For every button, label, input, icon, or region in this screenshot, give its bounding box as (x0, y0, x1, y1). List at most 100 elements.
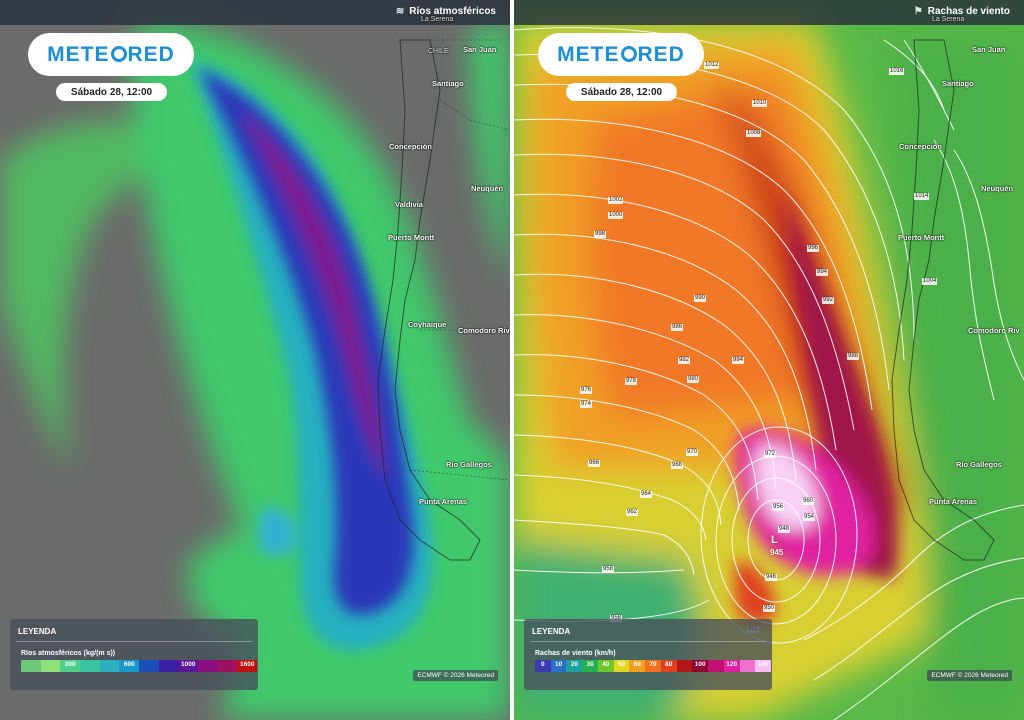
legend-swatch-label: 60 (633, 661, 641, 668)
legend-swatch: 100 (692, 660, 709, 672)
isobar-label: 988 (847, 353, 860, 360)
legend-divider (530, 641, 766, 642)
legend-swatch-label: 50 (617, 661, 626, 668)
isobar-label: 950 (763, 605, 776, 612)
isobar-label: 998 (594, 231, 607, 238)
legend-swatch-label: 0 (541, 661, 545, 668)
meteored-logo[interactable]: METE RED (538, 33, 704, 76)
legend-swatch-label: 300 (64, 661, 76, 668)
legend-swatch: 70 (645, 660, 661, 672)
legend-swatch (708, 660, 724, 672)
logo-text: METE RED (557, 42, 685, 66)
top-bar (0, 0, 510, 25)
legend-swatch: 300 (60, 660, 81, 672)
legend-swatch-label: 40 (602, 661, 610, 668)
isobar-label: 968 (671, 462, 684, 469)
legend-swatch (21, 660, 41, 672)
isobar-label: 958 (610, 615, 623, 622)
city-label: Comodoro Riv (458, 326, 510, 335)
city-label: Concepción (389, 142, 432, 151)
legend-swatch: 1600 (237, 660, 258, 672)
wind-gusts-map-panel[interactable]: ⚑ Rachas de viento METE RED Sábado 28, 12… (514, 0, 1024, 720)
city-label: Concepción (899, 142, 942, 151)
legend-variable: Rachas de viento (km/h) (535, 650, 616, 657)
legend-swatch-label: 1600 (239, 661, 255, 668)
city-label: San Juan (972, 45, 1006, 54)
legend-swatch: 10 (550, 660, 567, 672)
city-label: Puerto Montt (388, 233, 435, 242)
legend-swatch-label: 30 (586, 661, 594, 668)
layer-title[interactable]: ⚑ Rachas de viento (914, 6, 1010, 17)
legend-swatch (158, 660, 179, 672)
isobar-label: 980 (687, 376, 700, 383)
legend-swatch (739, 660, 756, 672)
legend-swatch (80, 660, 100, 672)
legend-swatch (40, 660, 61, 672)
legend-swatch: 50 (613, 660, 630, 672)
isobar-label: 978 (625, 378, 638, 385)
logo-text: METE RED (47, 42, 175, 66)
date-label: Sábado 28, 12:00 (566, 83, 677, 101)
isobar-label: 964 (640, 491, 653, 498)
isobar-label: 1010 (752, 100, 768, 107)
isobar-label: 976 (580, 387, 593, 394)
city-label: Neuquén (981, 184, 1014, 193)
city-label: Santiago (432, 79, 464, 88)
legend-variable: Ríos atmosféricos (kg/(m s)) (21, 650, 116, 657)
legend-swatch (198, 660, 218, 672)
isobar-label: 1008 (746, 130, 762, 137)
city-label: San Juan (463, 45, 497, 54)
layer-title-label: Rachas de viento (927, 6, 1010, 17)
atmospheric-river-icon: ≋ (395, 6, 405, 17)
isobar-label: 960 (802, 498, 815, 505)
legend-swatch (217, 660, 238, 672)
isobar-label: 954 (803, 514, 816, 521)
city-label: Punta Arenas (929, 497, 978, 506)
city-label: Comodoro Riv (968, 326, 1020, 335)
legend-swatch-label: 100 (694, 661, 706, 668)
legend-swatch-label: 140 (757, 661, 769, 668)
city-label: La Serena (932, 16, 965, 23)
isobar-label: 948 (778, 526, 791, 533)
isobar-label: 958 (602, 566, 615, 573)
legend-color-scale: 0 10 20 30 40 50 60 70 80 100 120 140 (535, 660, 772, 672)
isobar-label: 1016 (889, 68, 905, 75)
city-label: Coyhaique (408, 320, 447, 329)
legend-swatch-label: 20 (570, 661, 578, 668)
city-label: Neuquén (471, 184, 504, 193)
isobar-label: 986 (671, 324, 684, 331)
city-label: Valdivia (395, 200, 423, 209)
isobar-label: 1012 (704, 62, 720, 69)
city-label: Punta Arenas (419, 497, 468, 506)
meteored-logo[interactable]: METE RED (28, 33, 194, 76)
legend-swatch-label: 70 (649, 661, 657, 668)
low-pressure-symbol: L (771, 534, 778, 546)
legend-panel[interactable]: LEYENDA Ríos atmosféricos (kg/(m s)) 300… (10, 619, 258, 690)
legend-swatch: 1000 (178, 660, 199, 672)
legend-swatch (99, 660, 120, 672)
legend-title: LEYENDA (532, 627, 571, 636)
legend-swatch: 120 (723, 660, 740, 672)
wind-flag-icon: ⚑ (913, 6, 923, 17)
city-label: Río Gallegos (446, 460, 492, 469)
wind-gusts-map (514, 0, 1024, 720)
isobar-label: 962 (626, 509, 639, 516)
legend-swatch: 0 (535, 660, 551, 672)
legend-swatch-label: 1000 (180, 661, 196, 668)
isobar-label: 972 (764, 451, 777, 458)
isobar-label: 970 (686, 449, 699, 456)
legend-color-scale: 300 600 1000 1600 (21, 660, 258, 672)
legend-swatch: 600 (119, 660, 140, 672)
layer-title[interactable]: ≋ Ríos atmosféricos (396, 6, 496, 17)
isobar-label: 984 (732, 357, 745, 364)
legend-swatch: 60 (629, 660, 646, 672)
atmospheric-rivers-map-panel[interactable]: ≋ Ríos atmosféricos METE RED Sábado 28, 1… (0, 0, 510, 720)
legend-swatch-label: 10 (554, 661, 563, 668)
legend-swatch: 140 (755, 660, 772, 672)
isobar-label: 1000 (608, 212, 624, 219)
city-label: La Serena (421, 16, 454, 23)
credit-label: ECMWF © 2026 Meteored (413, 670, 498, 681)
legend-panel[interactable]: LEYENDA Rachas de viento (km/h) 0 10 20 30 4… (524, 619, 772, 690)
legend-title: LEYENDA (18, 627, 57, 636)
atmospheric-rivers-map (0, 0, 510, 720)
